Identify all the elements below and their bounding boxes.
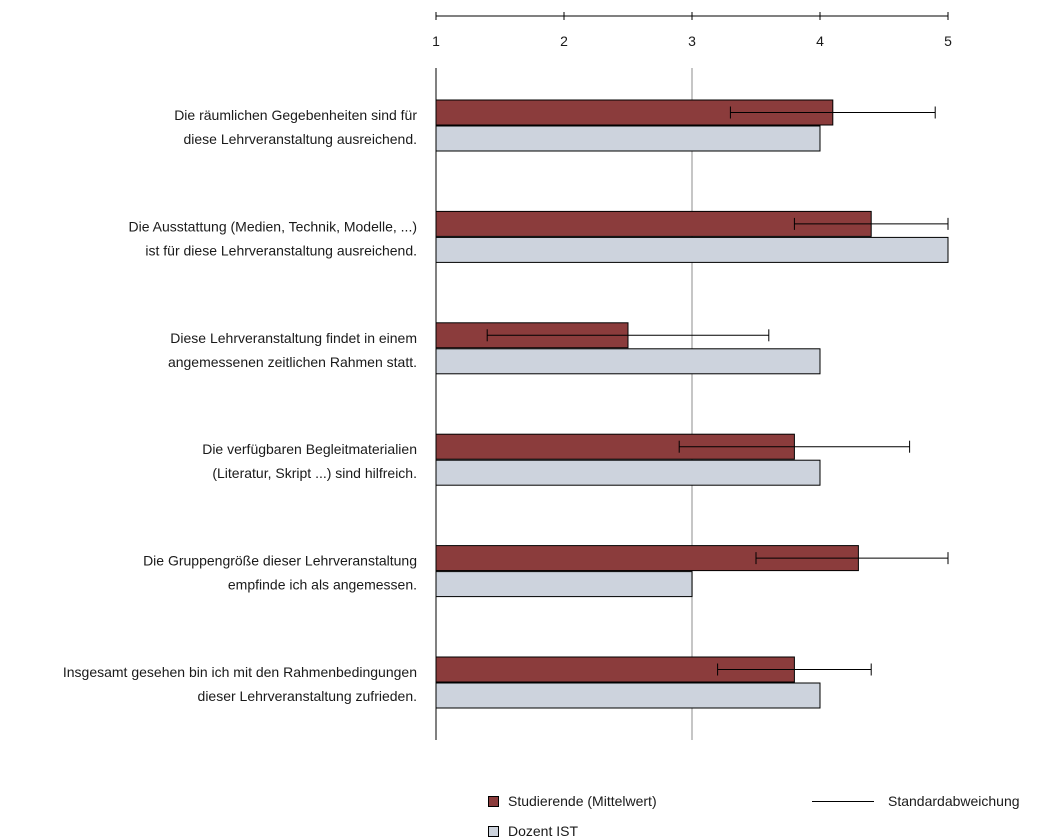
category-label: angemessenen zeitlichen Rahmen statt. bbox=[168, 354, 417, 370]
legend-label-students: Studierende (Mittelwert) bbox=[508, 793, 657, 809]
legend: Studierende (Mittelwert) Standardabweich… bbox=[0, 793, 1039, 840]
bar-lecturer bbox=[435, 571, 693, 598]
legend-label-lecturer: Dozent IST bbox=[508, 823, 579, 839]
category-label: Die Ausstattung (Medien, Technik, Modell… bbox=[129, 218, 417, 234]
legend-swatch-students bbox=[488, 795, 499, 807]
legend-label-std-dev: Standardabweichung bbox=[888, 793, 1020, 809]
category-label: Die räumlichen Gegebenheiten sind für bbox=[174, 107, 417, 123]
x-tick-label: 5 bbox=[944, 33, 952, 49]
category-label: ist für diese Lehrveranstaltung ausreich… bbox=[145, 242, 417, 258]
x-tick-label: 1 bbox=[432, 33, 440, 49]
category-label: dieser Lehrveranstaltung zufrieden. bbox=[198, 688, 417, 704]
legend-line-std-dev bbox=[812, 800, 874, 802]
x-tick-label: 4 bbox=[816, 33, 824, 49]
bar-lecturer bbox=[435, 682, 821, 709]
category-label: diese Lehrveranstaltung ausreichend. bbox=[184, 131, 418, 147]
legend-item-students: Studierende (Mittelwert) bbox=[488, 793, 657, 809]
category-label: (Literatur, Skript ...) sind hilfreich. bbox=[212, 465, 417, 481]
category-label: Diese Lehrveranstaltung findet in einem bbox=[170, 330, 417, 346]
category-label: Die verfügbaren Begleitmaterialien bbox=[202, 441, 417, 457]
bar-lecturer bbox=[435, 348, 821, 375]
category-label: Insgesamt gesehen bin ich mit den Rahmen… bbox=[63, 664, 417, 680]
x-tick-label: 2 bbox=[560, 33, 568, 49]
x-tick-label: 3 bbox=[688, 33, 696, 49]
bar-lecturer bbox=[435, 236, 949, 263]
category-label: empfinde ich als angemessen. bbox=[228, 577, 417, 593]
bar-lecturer bbox=[435, 459, 821, 486]
legend-swatch-lecturer bbox=[488, 825, 499, 837]
category-label: Die Gruppengröße dieser Lehrveranstaltun… bbox=[143, 553, 417, 569]
legend-item-std-dev: Standardabweichung bbox=[812, 793, 1020, 809]
bar-lecturer bbox=[435, 125, 821, 152]
legend-item-lecturer: Dozent IST bbox=[488, 823, 578, 839]
